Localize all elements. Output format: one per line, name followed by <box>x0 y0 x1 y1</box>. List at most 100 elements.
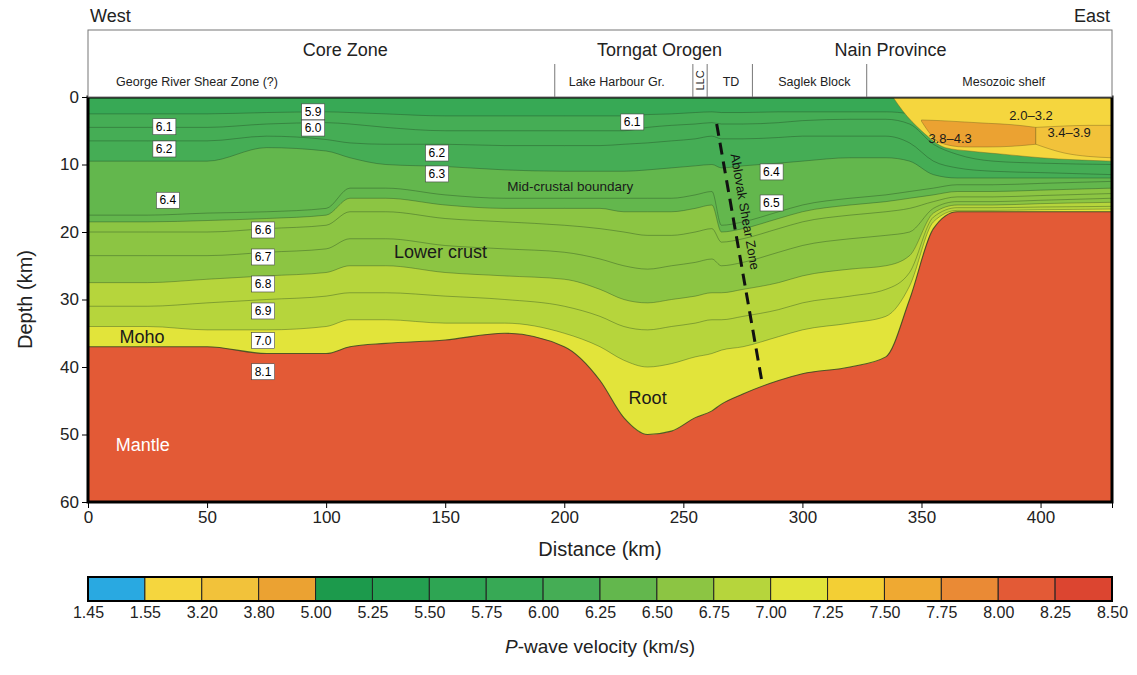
colorbar-swatch <box>316 577 373 601</box>
colorbar-tick-label: 5.75 <box>471 604 502 621</box>
header-east: East <box>1074 6 1110 26</box>
velocity-label: 6.0 <box>302 120 325 136</box>
velocity-contour <box>88 198 1112 269</box>
shear-zone-label: Ablovak Shear Zone <box>728 152 763 271</box>
x-tick-label: 300 <box>789 508 817 527</box>
y-tick-label: 50 <box>60 425 79 444</box>
colorbar: 1.451.553.203.805.005.255.505.756.006.25… <box>73 577 1128 657</box>
header-unit: Saglek Block <box>778 75 851 89</box>
velocity-zone <box>88 188 1112 502</box>
header-region: Nain Province <box>834 40 946 60</box>
velocity-label: 6.2 <box>153 141 176 157</box>
colorbar-swatch <box>429 577 486 601</box>
velocity-label-text: 6.0 <box>305 121 322 135</box>
velocity-label-box <box>153 119 176 135</box>
y-tick: 30 <box>60 290 88 309</box>
annotation: Root <box>629 388 667 408</box>
annotation: Lower crust <box>394 242 487 262</box>
velocity-label-text: 6.8 <box>255 277 272 291</box>
x-tick: 50 <box>198 502 217 527</box>
colorbar-swatch <box>657 577 714 601</box>
velocity-label-text: 6.3 <box>429 167 446 181</box>
velocity-label-text: 6.7 <box>255 250 272 264</box>
velocity-label: 6.1 <box>621 114 644 130</box>
colorbar-tick-label: 1.45 <box>73 604 104 621</box>
velocity-label-text: 6.9 <box>255 304 272 318</box>
colorbar-tick-label: 7.25 <box>812 604 843 621</box>
header-unit: Lake Harbour Gr. <box>569 75 665 89</box>
velocity-label-box <box>426 145 449 161</box>
velocity-contour <box>88 148 1112 178</box>
velocity-label: 6.2 <box>426 145 449 161</box>
header-unit: LLC <box>694 70 706 90</box>
velocity-zone <box>88 202 1112 502</box>
velocity-labels: 5.96.06.16.26.46.26.36.16.46.56.66.76.86… <box>153 104 783 380</box>
colorbar-swatch <box>884 577 941 601</box>
colorbar-tick: 5.75 <box>471 601 502 621</box>
colorbar-swatch <box>372 577 429 601</box>
x-tick: 150 <box>432 502 460 527</box>
x-tick: 250 <box>670 502 698 527</box>
header-box <box>88 30 1112 97</box>
x-tick-label: 50 <box>198 508 217 527</box>
colorbar-tick-label: 5.00 <box>300 604 331 621</box>
velocity-label: 6.8 <box>252 276 275 292</box>
colorbar-tick: 3.20 <box>187 601 218 621</box>
colorbar-tick-label: 6.25 <box>585 604 616 621</box>
colorbar-frame <box>88 577 1112 601</box>
x-tick-label: 350 <box>908 508 936 527</box>
annotations: Mid-crustal boundaryLower crustRootMohoM… <box>116 108 1091 455</box>
header-unit: Mesozoic shelf <box>962 75 1045 89</box>
velocity-label: 6.4 <box>156 192 179 208</box>
y-tick-mark <box>82 502 88 503</box>
y-tick: 60 <box>60 493 88 512</box>
y-tick: 10 <box>60 155 88 174</box>
velocity-label: 6.5 <box>760 195 783 211</box>
colorbar-tick: 6.00 <box>528 601 559 621</box>
y-tick-mark <box>82 435 88 436</box>
x-axis-line <box>89 503 1113 509</box>
y-tick: 50 <box>60 425 88 444</box>
colorbar-tick-label: 7.50 <box>869 604 900 621</box>
velocity-label: 6.7 <box>252 249 275 265</box>
colorbar-tick: 3.80 <box>244 601 275 621</box>
header-unit: George River Shear Zone (?) <box>116 75 278 89</box>
velocity-label-text: 5.9 <box>305 105 322 119</box>
colorbar-tick-label: 6.75 <box>699 604 730 621</box>
colorbar-tick: 7.00 <box>756 601 787 621</box>
y-tick-label: 10 <box>60 155 79 174</box>
velocity-label-box <box>426 166 449 182</box>
header-region: Core Zone <box>303 40 388 60</box>
velocity-zone <box>88 119 1112 502</box>
velocity-label-box <box>302 120 325 136</box>
velocity-zone <box>88 209 1112 502</box>
colorbar-swatch <box>600 577 657 601</box>
colorbar-swatch <box>202 577 259 601</box>
y-tick-label: 20 <box>60 223 79 242</box>
velocity-zone <box>88 97 1112 502</box>
colorbar-swatch <box>543 577 600 601</box>
x-tick: 0 <box>84 502 93 527</box>
colorbar-tick: 6.50 <box>642 601 673 621</box>
velocity-label: 8.1 <box>252 364 275 380</box>
colorbar-tick: 7.25 <box>812 601 843 621</box>
sediment-layer <box>1036 125 1112 157</box>
colorbar-tick: 8.00 <box>983 601 1014 621</box>
velocity-label-text: 6.1 <box>156 120 173 134</box>
y-tick-mark <box>82 97 88 98</box>
x-tick-label: 150 <box>432 508 460 527</box>
y-tick-mark <box>82 232 88 233</box>
x-tick-label: 250 <box>670 508 698 527</box>
velocity-label-text: 6.5 <box>763 196 780 210</box>
chart: 0501001502002503003504000102030405060Dis… <box>0 0 1137 675</box>
colorbar-swatch <box>259 577 316 601</box>
velocity-contour <box>88 194 1112 243</box>
colorbar-tick-label: 3.20 <box>187 604 218 621</box>
colorbar-tick: 5.50 <box>414 601 445 621</box>
colorbar-swatch <box>1055 577 1112 601</box>
header-division <box>707 64 708 97</box>
x-tick: 200 <box>551 502 579 527</box>
annotation: Mid-crustal boundary <box>507 179 633 194</box>
annotation: 2.0–3.2 <box>1009 108 1052 123</box>
velocity-label: 6.1 <box>153 119 176 135</box>
